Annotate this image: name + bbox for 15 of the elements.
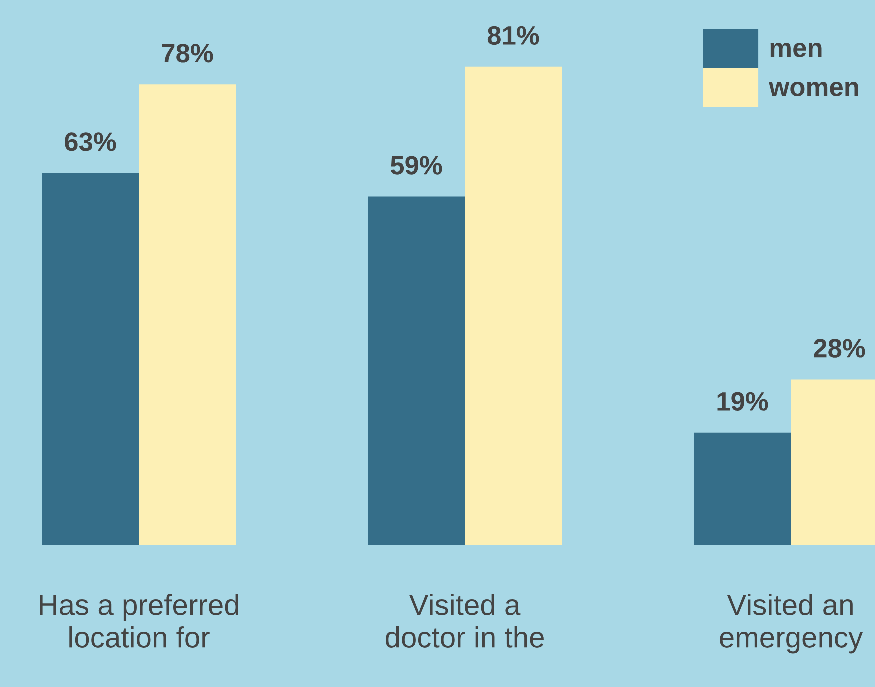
data-label: 19% <box>718 392 768 411</box>
x-tick-label: Visited a doctor in the <box>386 594 544 648</box>
bar <box>368 196 465 545</box>
bar <box>42 173 139 545</box>
data-label: 78% <box>162 44 214 63</box>
data-label: 28% <box>814 339 866 358</box>
legend-label: men <box>770 42 822 58</box>
x-tick-label: Has a preferred location for <box>40 594 238 648</box>
x-tick-label: Visited an emergency <box>720 594 864 654</box>
bar <box>139 84 236 545</box>
data-label: 59% <box>390 156 442 175</box>
data-label: 81% <box>488 26 540 46</box>
bar <box>465 66 562 545</box>
data-label: 63% <box>65 132 116 152</box>
legend-label: women <box>769 82 858 96</box>
